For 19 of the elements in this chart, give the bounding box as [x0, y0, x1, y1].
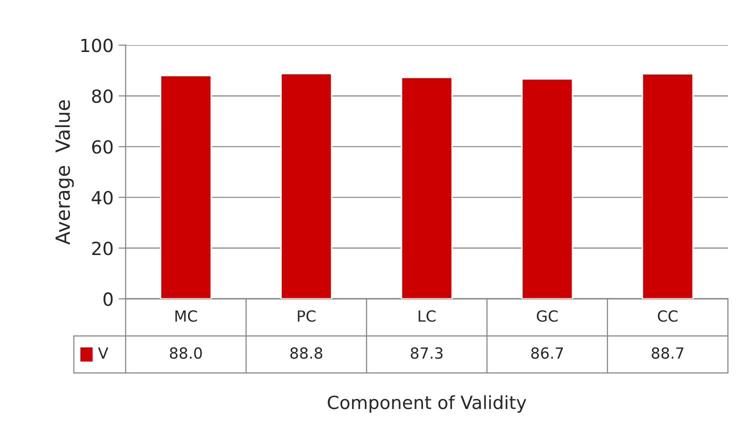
- data-label: 87.3: [410, 347, 443, 359]
- x-axis-title: Component of Validity: [328, 395, 526, 413]
- x-tick-label: GC: [536, 310, 558, 322]
- y-tick-label: 40: [92, 190, 113, 204]
- data-label: 88.0: [170, 347, 202, 359]
- y-tick-label: 100: [81, 38, 113, 52]
- x-tick-label: LC: [418, 310, 436, 322]
- x-tick-label: CC: [658, 310, 678, 322]
- y-tick-label: 20: [92, 242, 113, 256]
- legend-label: V: [98, 347, 108, 359]
- x-tick-label: PC: [298, 310, 316, 322]
- data-label: 88.7: [652, 347, 684, 359]
- y-tick-label: 0: [104, 292, 113, 306]
- x-tick-label: MC: [175, 310, 197, 322]
- data-label: 88.8: [290, 347, 322, 359]
- data-label: 86.7: [531, 347, 563, 359]
- y-tick-label: 60: [92, 140, 113, 154]
- y-axis-title: Average Value: [54, 100, 74, 245]
- y-tick-label: 80: [92, 89, 113, 104]
